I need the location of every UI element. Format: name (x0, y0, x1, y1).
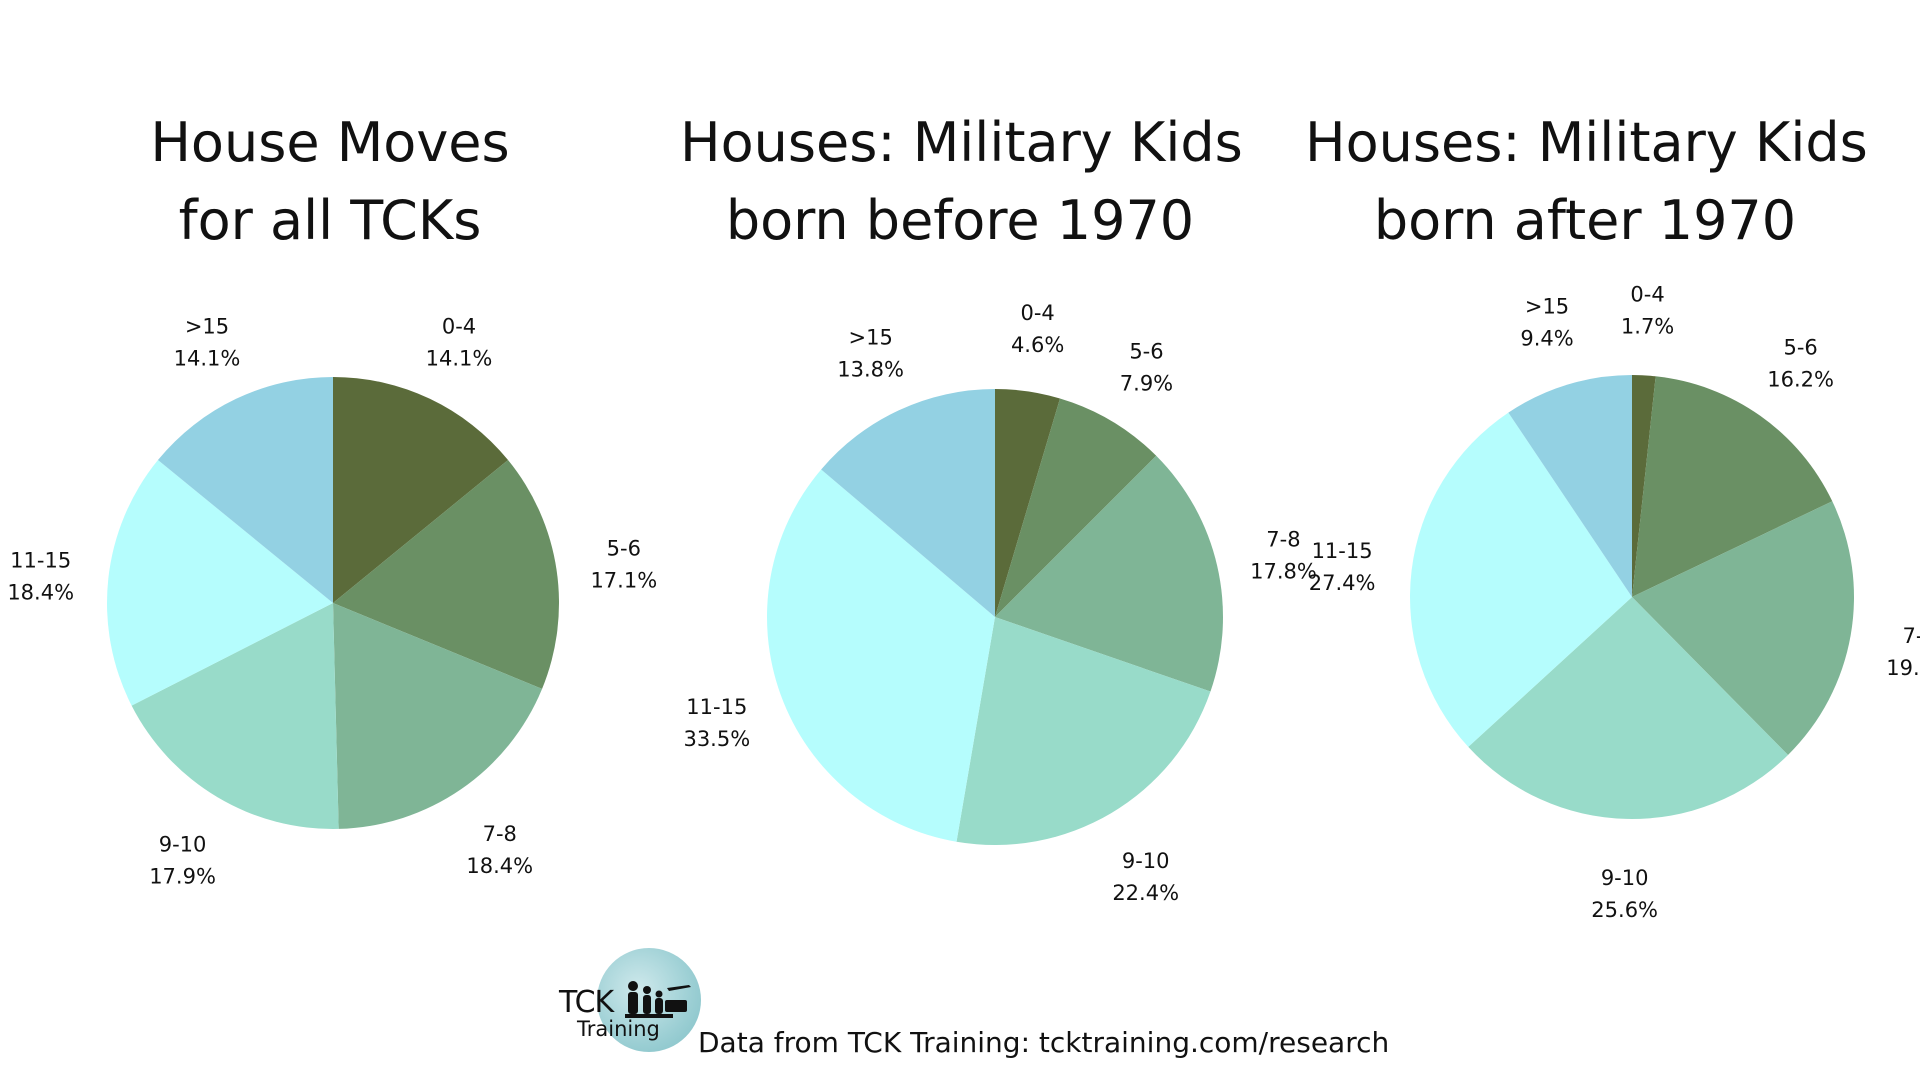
pie-slice-7-8 (995, 455, 1223, 692)
slice-category-label: 7-8 (483, 822, 517, 846)
pie-slice-11-15 (767, 469, 995, 842)
chart-title-line: born after 1970 (1373, 189, 1797, 252)
pie-slice-11-15 (1410, 412, 1632, 747)
slice-category-label: 11-15 (10, 549, 71, 573)
slice-value-label: 22.4% (1112, 881, 1179, 905)
pie-slice-7-8 (1632, 501, 1854, 755)
slice-value-label: 14.1% (426, 346, 493, 370)
chart-title-line: House Moves (150, 111, 510, 174)
slice-value-label: 19.7% (1886, 656, 1920, 680)
slice-value-label: 16.2% (1767, 368, 1834, 392)
slice-value-label: 7.9% (1120, 372, 1173, 396)
slice-category-label: 0-4 (1020, 301, 1054, 325)
slice-category-label: 7-8 (1266, 528, 1300, 552)
slice-value-label: 14.1% (174, 346, 241, 370)
slice-value-label: 4.6% (1011, 333, 1064, 357)
slice-category-label: 7-8 (1902, 624, 1920, 648)
pie-chart-1: 0-4 4.6% 5-6 7.9% 7-8 17.8% 9-10 22.4% 11-15 33.5… (683, 301, 1316, 905)
pie-chart-2: 0-4 1.7% 5-6 16.2% 7-8 19.7% 9-10 25.6% 11-15 27.… (1309, 282, 1920, 921)
family-silhouette-icon (625, 981, 691, 1018)
slice-category-label: 5-6 (607, 537, 641, 561)
slice-category-label: 9-10 (159, 833, 207, 857)
slice-value-label: 18.4% (466, 854, 533, 878)
chart-title-line: born before 1970 (725, 189, 1195, 252)
slice-value-label: 18.4% (7, 581, 74, 605)
slice-category-label: >15 (848, 325, 892, 349)
slice-category-label: 5-6 (1783, 336, 1817, 360)
data-source-caption: Data from TCK Training: tcktraining.com/… (698, 1026, 1390, 1059)
pie-slice-9-10 (956, 617, 1211, 845)
chart-title-line: for all TCKs (178, 189, 482, 252)
chart-title-line: Houses: Military Kids (1305, 111, 1868, 174)
slice-category-label: >15 (185, 314, 229, 338)
pie-slice-5-6 (333, 460, 559, 689)
pie-slice-5-6 (995, 398, 1157, 617)
pie-slice-5-6 (1632, 376, 1833, 597)
pie-slice-gt15 (1508, 375, 1632, 597)
slice-value-label: 1.7% (1621, 314, 1674, 338)
slice-value-label: 25.6% (1591, 898, 1658, 922)
slice-category-label: 11-15 (1312, 539, 1373, 563)
pie-slice-9-10 (131, 603, 339, 830)
pie-slice-gt15 (157, 377, 333, 603)
logo-text-training: Training (577, 1017, 660, 1041)
pie-chart-0: 0-4 14.1% 5-6 17.1% 7-8 18.4% 9-10 17.9% 11-15 18… (7, 314, 657, 888)
pie-slice-0-4 (1632, 375, 1656, 597)
slice-value-label: 17.8% (1250, 560, 1317, 584)
slice-value-label: 13.8% (837, 357, 904, 381)
chart-title-military-before-1970: Houses: Military Kids born before 1970 (680, 104, 1243, 260)
slice-value-label: 27.4% (1309, 571, 1376, 595)
chart-title-all-tcks: House Moves for all TCKs (130, 104, 530, 260)
pie-slice-9-10 (1468, 597, 1788, 820)
slice-category-label: 11-15 (686, 695, 747, 719)
pie-slice-gt15 (821, 389, 995, 617)
slice-value-label: 17.1% (590, 569, 657, 593)
tck-training-logo: TCK Training (557, 948, 707, 1058)
chart-title-military-after-1970: Houses: Military Kids born after 1970 (1305, 104, 1868, 260)
slice-category-label: >15 (1525, 295, 1569, 319)
slice-value-label: 9.4% (1520, 327, 1573, 351)
logo-text-tck: TCK (559, 985, 614, 1020)
slice-category-label: 0-4 (1630, 282, 1664, 306)
slice-value-label: 33.5% (683, 727, 750, 751)
pie-slice-0-4 (333, 377, 509, 603)
slice-value-label: 17.9% (149, 865, 216, 889)
slice-category-label: 9-10 (1601, 866, 1649, 890)
slice-category-label: 9-10 (1122, 849, 1170, 873)
chart-title-line: Houses: Military Kids (680, 111, 1243, 174)
pie-slice-7-8 (333, 603, 543, 829)
slice-category-label: 0-4 (442, 314, 476, 338)
pie-slice-11-15 (107, 460, 334, 706)
pie-slice-0-4 (995, 389, 1060, 617)
slice-category-label: 5-6 (1129, 340, 1163, 364)
